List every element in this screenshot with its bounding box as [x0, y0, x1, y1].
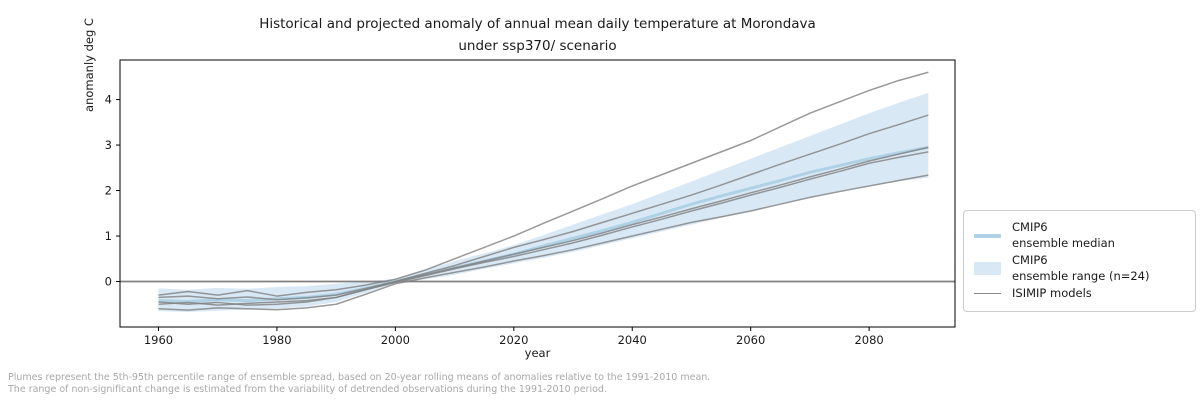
- x-tick-label: 2000: [381, 333, 410, 347]
- x-tick-label: 2080: [854, 333, 883, 347]
- y-tick-label: 2: [105, 184, 112, 198]
- legend-item-isimip: ISIMIP models: [974, 286, 1185, 302]
- x-tick-label: 2060: [736, 333, 765, 347]
- legend: CMIP6 ensemble median CMIP6 ensemble ran…: [963, 210, 1196, 312]
- ensemble-range-band: [158, 92, 929, 312]
- isimip-model-line: [158, 71, 929, 297]
- footnote-line-1: Plumes represent the 5th-95th percentile…: [8, 372, 711, 383]
- y-tick-label: 3: [105, 138, 112, 152]
- legend-label-cmip6-median: CMIP6 ensemble median: [1012, 220, 1115, 250]
- cmip6-median-line: [158, 145, 929, 304]
- chart-title: Historical and projected anomaly of annu…: [259, 16, 816, 54]
- y-tick-label: 0: [105, 275, 112, 289]
- x-axis-label: year: [524, 346, 551, 360]
- x-tick-label: 2040: [618, 333, 647, 347]
- plot-frame: [119, 59, 956, 328]
- isimip-model-line: [158, 174, 929, 311]
- legend-label-isimip: ISIMIP models: [1012, 286, 1092, 301]
- median-swatch-column: [974, 233, 1012, 238]
- cmip6-median-line-swatch: [974, 233, 1001, 238]
- isimip-model-line: [158, 114, 929, 306]
- isimip-line-swatch: [974, 293, 1001, 295]
- x-tick-label: 1960: [144, 333, 173, 347]
- footnotes: Plumes represent the 5th-95th percentile…: [8, 372, 908, 396]
- x-tick-label: 2020: [499, 333, 528, 347]
- footnote-line-2: The range of non-significant change is e…: [8, 384, 607, 396]
- range-swatch-column: [974, 262, 1012, 276]
- isimip-model-line: [158, 151, 929, 306]
- legend-label-cmip6-range: CMIP6 ensemble range (n=24): [1012, 253, 1150, 283]
- cmip6-range-patch-swatch: [974, 262, 1001, 276]
- y-axis-label: anomanly deg C: [82, 18, 96, 112]
- x-tick-label: 1980: [262, 333, 291, 347]
- y-tick-label: 4: [105, 93, 112, 107]
- legend-item-cmip6-range: CMIP6 ensemble range (n=24): [974, 253, 1185, 284]
- isimip-swatch-column: [974, 293, 1012, 295]
- legend-item-cmip6-median: CMIP6 ensemble median: [974, 220, 1185, 251]
- y-tick-label: 1: [105, 229, 112, 243]
- isimip-model-line: [158, 146, 929, 301]
